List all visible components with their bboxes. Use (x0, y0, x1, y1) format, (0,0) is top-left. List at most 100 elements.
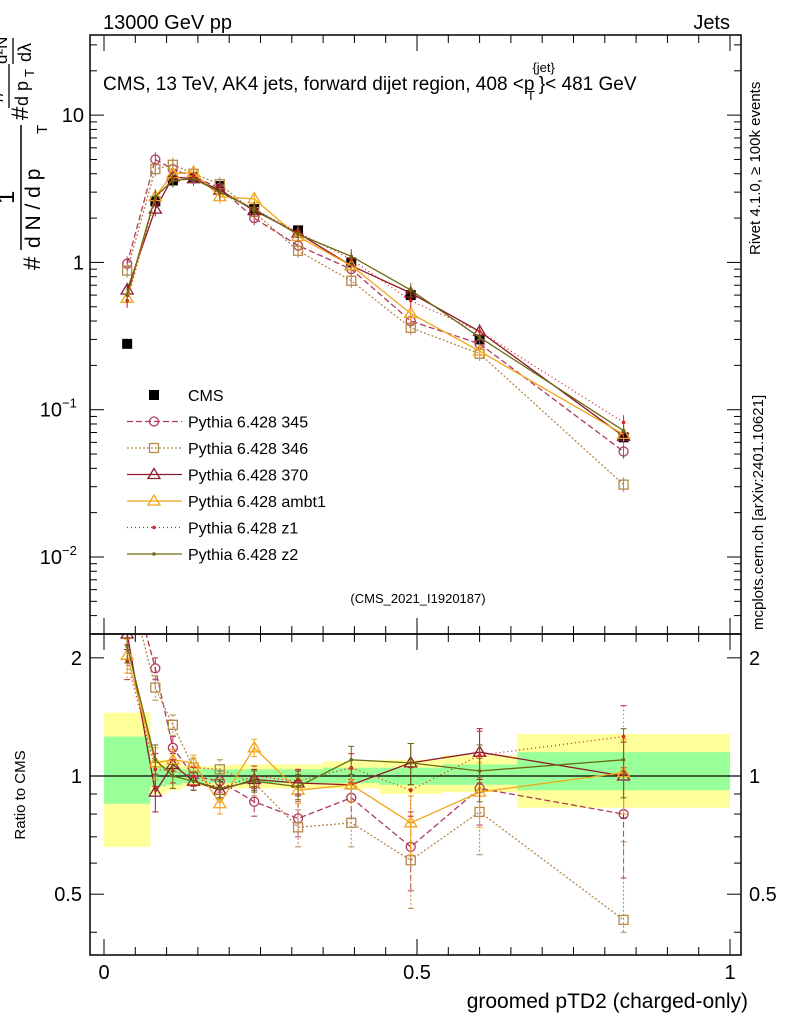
data-point (472, 343, 487, 356)
data-point (218, 190, 222, 194)
main-series (120, 152, 631, 492)
band-green (104, 736, 151, 804)
legend-marker (146, 467, 162, 480)
legend-item-ambt1: Pythia 6.428 ambt1 (127, 493, 326, 511)
ratio-point (346, 817, 357, 828)
legend-item-cms: CMS (149, 388, 224, 405)
legend-marker (148, 442, 160, 454)
ratio-point (171, 774, 175, 778)
ratio-tick-label: 2 (749, 648, 760, 670)
ratio-point (618, 914, 629, 926)
x-tick-label: 0.5 (403, 962, 431, 984)
ratio-point (408, 761, 413, 765)
ratio-point (167, 719, 179, 730)
ratio-tick-label: 1 (749, 766, 760, 788)
ratio-point (477, 769, 482, 773)
svg-text:dλ: dλ (15, 43, 35, 62)
legend-label: Pythia 6.428 z1 (188, 521, 298, 538)
ratio-point (153, 757, 158, 762)
data-point (621, 420, 626, 425)
data-point (122, 265, 133, 276)
ratio-point (214, 764, 225, 775)
legend-marker (152, 525, 156, 530)
data-point (346, 275, 357, 286)
ratio-point (621, 757, 626, 762)
legend-item-p345: Pythia 6.428 345 (127, 415, 308, 432)
rivet-label: Rivet 4.1.0, ≥ 100k events (747, 82, 764, 255)
ratio-y-label: Ratio to CMS (12, 750, 29, 839)
data-point (349, 254, 354, 259)
svg-text:1: 1 (0, 191, 20, 204)
legend-marker (146, 493, 162, 506)
ratio-point (252, 779, 257, 784)
data-point (292, 245, 304, 256)
ratio-series (120, 634, 631, 933)
series-z2 (125, 171, 626, 438)
analysis-watermark: (CMS_2021_I1920187) (350, 591, 485, 606)
x-tick-label: 0 (98, 962, 109, 984)
data-point (477, 335, 482, 340)
ratio-point (408, 788, 413, 793)
ratio-point (150, 682, 161, 693)
ratio-z2 (124, 634, 627, 803)
y-tick-label-exponent: −1 (62, 396, 77, 411)
ratio-point (403, 815, 418, 828)
y-tick-label: 1 (73, 252, 84, 274)
ratio-point (405, 855, 416, 866)
ratio-tick-label: 0.5 (54, 884, 82, 906)
mcplots-label: mcplots.cern.ch [arXiv:2401.10621] (750, 395, 767, 630)
svg-text:d p: d p (12, 81, 32, 106)
series-line (126, 176, 624, 423)
data-point (122, 338, 133, 349)
data-point (403, 306, 418, 319)
ratio-point (247, 740, 262, 753)
data-point (618, 446, 629, 457)
data-point (150, 163, 161, 175)
ratio-point (349, 757, 354, 762)
ratio-point (218, 786, 222, 791)
y-axis-label: # d N / d p T 1 # d p T # dλ d²N (0, 37, 51, 270)
legend-marker (149, 390, 159, 400)
ratio-tick-label: 0.5 (749, 884, 777, 906)
data-point (125, 293, 129, 297)
legend: CMS Pythia 6.428 345 Pythia 6.428 346 Pythi… (127, 388, 326, 564)
legend-marker (148, 416, 160, 427)
ratio-point (344, 777, 359, 790)
data-point (621, 428, 626, 433)
legend-label: Pythia 6.428 345 (188, 415, 308, 432)
ratio-frame (89, 633, 742, 956)
legend-label: Pythia 6.428 ambt1 (188, 494, 326, 511)
legend-marker (152, 552, 156, 556)
data-point (153, 194, 158, 199)
header-left: 13000 GeV pp (103, 12, 232, 34)
svg-text:#: # (19, 256, 46, 270)
ratio-point (186, 755, 201, 768)
data-point (616, 427, 631, 440)
svg-text:d N / d p: d N / d p (22, 169, 45, 248)
y-tick-label-exponent: −2 (62, 543, 77, 558)
ratio-point (148, 784, 163, 797)
x-tick-label: 1 (724, 962, 735, 984)
series-line (126, 164, 625, 486)
svg-text:T: T (22, 69, 37, 77)
header-right: Jets (693, 12, 730, 34)
legend-label: Pythia 6.428 z2 (188, 547, 298, 564)
data-point (344, 258, 359, 271)
data-point (408, 288, 413, 292)
ratio-point (125, 644, 129, 649)
legend-item-z2: Pythia 6.428 z2 (127, 547, 298, 564)
plot-title: CMS, 13 TeV, AK4 jets, forward dijet reg… (103, 60, 637, 103)
y-tick-label: 10 (62, 105, 84, 127)
legend-item-z1: Pythia 6.428 z1 (127, 521, 298, 538)
ratio-point (292, 822, 304, 833)
data-point (252, 207, 257, 211)
data-point (171, 178, 175, 183)
ratio-point (296, 784, 300, 789)
x-axis-label: groomed pTD2 (charged-only) (467, 990, 748, 1013)
data-point (296, 232, 300, 237)
svg-text:#: # (0, 89, 9, 103)
ratio-point (212, 796, 227, 809)
